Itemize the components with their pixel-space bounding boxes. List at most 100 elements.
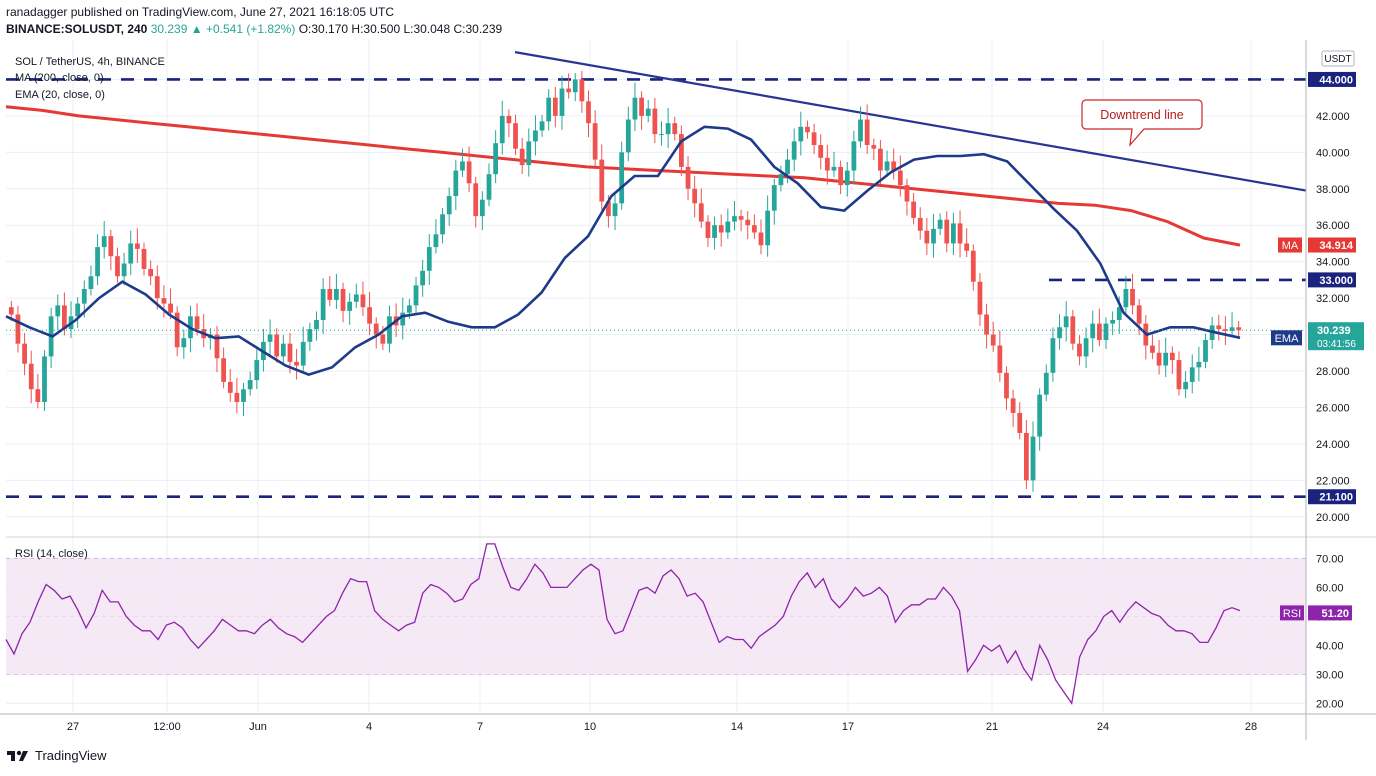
rsi-tick-label: 20.00 — [1316, 698, 1344, 710]
x-tick-label: Jun — [249, 721, 267, 733]
candle-body — [1057, 327, 1062, 339]
candle-body — [519, 148, 525, 166]
candle — [911, 192, 916, 225]
candle — [486, 163, 492, 207]
candle — [307, 322, 313, 351]
candle-body — [440, 214, 445, 235]
candle — [970, 244, 976, 291]
candle-body — [931, 228, 936, 244]
candle — [698, 188, 704, 228]
candle-body — [791, 141, 797, 160]
candle — [1004, 366, 1009, 410]
candle-body — [287, 343, 293, 362]
candle-body — [659, 134, 664, 136]
candle — [440, 207, 445, 244]
candle — [1037, 388, 1043, 451]
candle — [1150, 334, 1155, 360]
candle-body — [858, 119, 863, 142]
candle — [221, 347, 227, 389]
candle — [652, 97, 658, 144]
candle-body — [75, 303, 81, 317]
candle-body — [1116, 307, 1122, 320]
candle-body — [1017, 412, 1023, 433]
candle-body — [214, 334, 220, 359]
downtrend-line[interactable] — [514, 51, 1307, 192]
candle — [1189, 354, 1195, 394]
candle-body — [1136, 305, 1142, 324]
candle — [294, 348, 299, 380]
candle — [22, 332, 27, 376]
rsi-tick-label: 40.00 — [1316, 640, 1344, 652]
candle-body — [360, 294, 366, 308]
candle — [320, 278, 326, 335]
x-tick-label: 28 — [1245, 721, 1257, 733]
level-tag-bg — [1308, 71, 1356, 87]
candle — [765, 195, 771, 257]
candle-body — [194, 316, 200, 330]
candle — [1110, 311, 1116, 336]
candle — [128, 230, 134, 275]
candle — [1096, 308, 1102, 347]
candle-body — [406, 305, 412, 313]
ema-tag-name: EMA — [1275, 333, 1300, 345]
candle — [931, 213, 936, 258]
candle — [181, 329, 187, 359]
rsi-tag-name-bg — [1280, 605, 1304, 621]
candle-body — [121, 263, 127, 277]
candle-body — [619, 152, 625, 204]
candle — [267, 319, 273, 356]
candle — [400, 297, 406, 340]
candle-body — [1083, 338, 1089, 357]
price-chart[interactable]: 20.00022.00024.00026.00028.00030.00032.0… — [0, 0, 1376, 740]
candle-body — [154, 276, 160, 299]
candle — [997, 330, 1003, 382]
candle-body — [8, 307, 14, 315]
candle — [897, 155, 903, 197]
candle — [387, 305, 392, 353]
brand-name: TradingView — [35, 748, 107, 763]
candle — [1057, 314, 1062, 350]
candle — [718, 214, 724, 247]
candle — [360, 281, 366, 317]
candle-body — [1030, 436, 1036, 481]
candle — [884, 150, 890, 177]
rsi-legend: RSI (14, close) — [15, 548, 88, 560]
level-tag-bg — [1308, 272, 1356, 288]
candle — [254, 349, 260, 390]
candle-body — [413, 285, 419, 306]
candle-body — [685, 166, 691, 189]
candle — [831, 151, 837, 177]
candle — [811, 123, 817, 154]
candle — [599, 144, 605, 211]
candle-body — [473, 183, 479, 217]
candle — [891, 148, 897, 180]
candle-body — [964, 243, 970, 251]
candle — [161, 285, 167, 318]
candle — [619, 141, 625, 210]
level-tag: 44.000 — [1308, 71, 1356, 87]
candle — [300, 326, 306, 372]
candle — [88, 265, 94, 296]
rsi-tick-label: 60.00 — [1316, 582, 1344, 594]
candle — [227, 368, 233, 402]
candle-body — [1189, 367, 1195, 382]
candle-body — [320, 289, 326, 320]
candle-body — [1123, 289, 1129, 308]
candle-body — [42, 356, 47, 402]
ma-tag: 34.914 MA — [1278, 237, 1356, 253]
candle — [446, 187, 452, 226]
candle — [1103, 317, 1109, 349]
x-tick-label: 27 — [67, 721, 79, 733]
candle-body — [665, 123, 671, 135]
candle-body — [539, 121, 545, 131]
tradingview-icon — [7, 750, 28, 761]
candle-body — [168, 303, 173, 313]
candle — [685, 156, 691, 201]
candle — [533, 115, 538, 156]
downtrend-annotation[interactable]: Downtrend line — [1081, 99, 1203, 147]
candle-body — [353, 294, 359, 302]
candle — [413, 276, 419, 315]
candle-body — [924, 230, 930, 244]
x-tick-label: 10 — [584, 721, 596, 733]
candle-body — [884, 161, 890, 171]
